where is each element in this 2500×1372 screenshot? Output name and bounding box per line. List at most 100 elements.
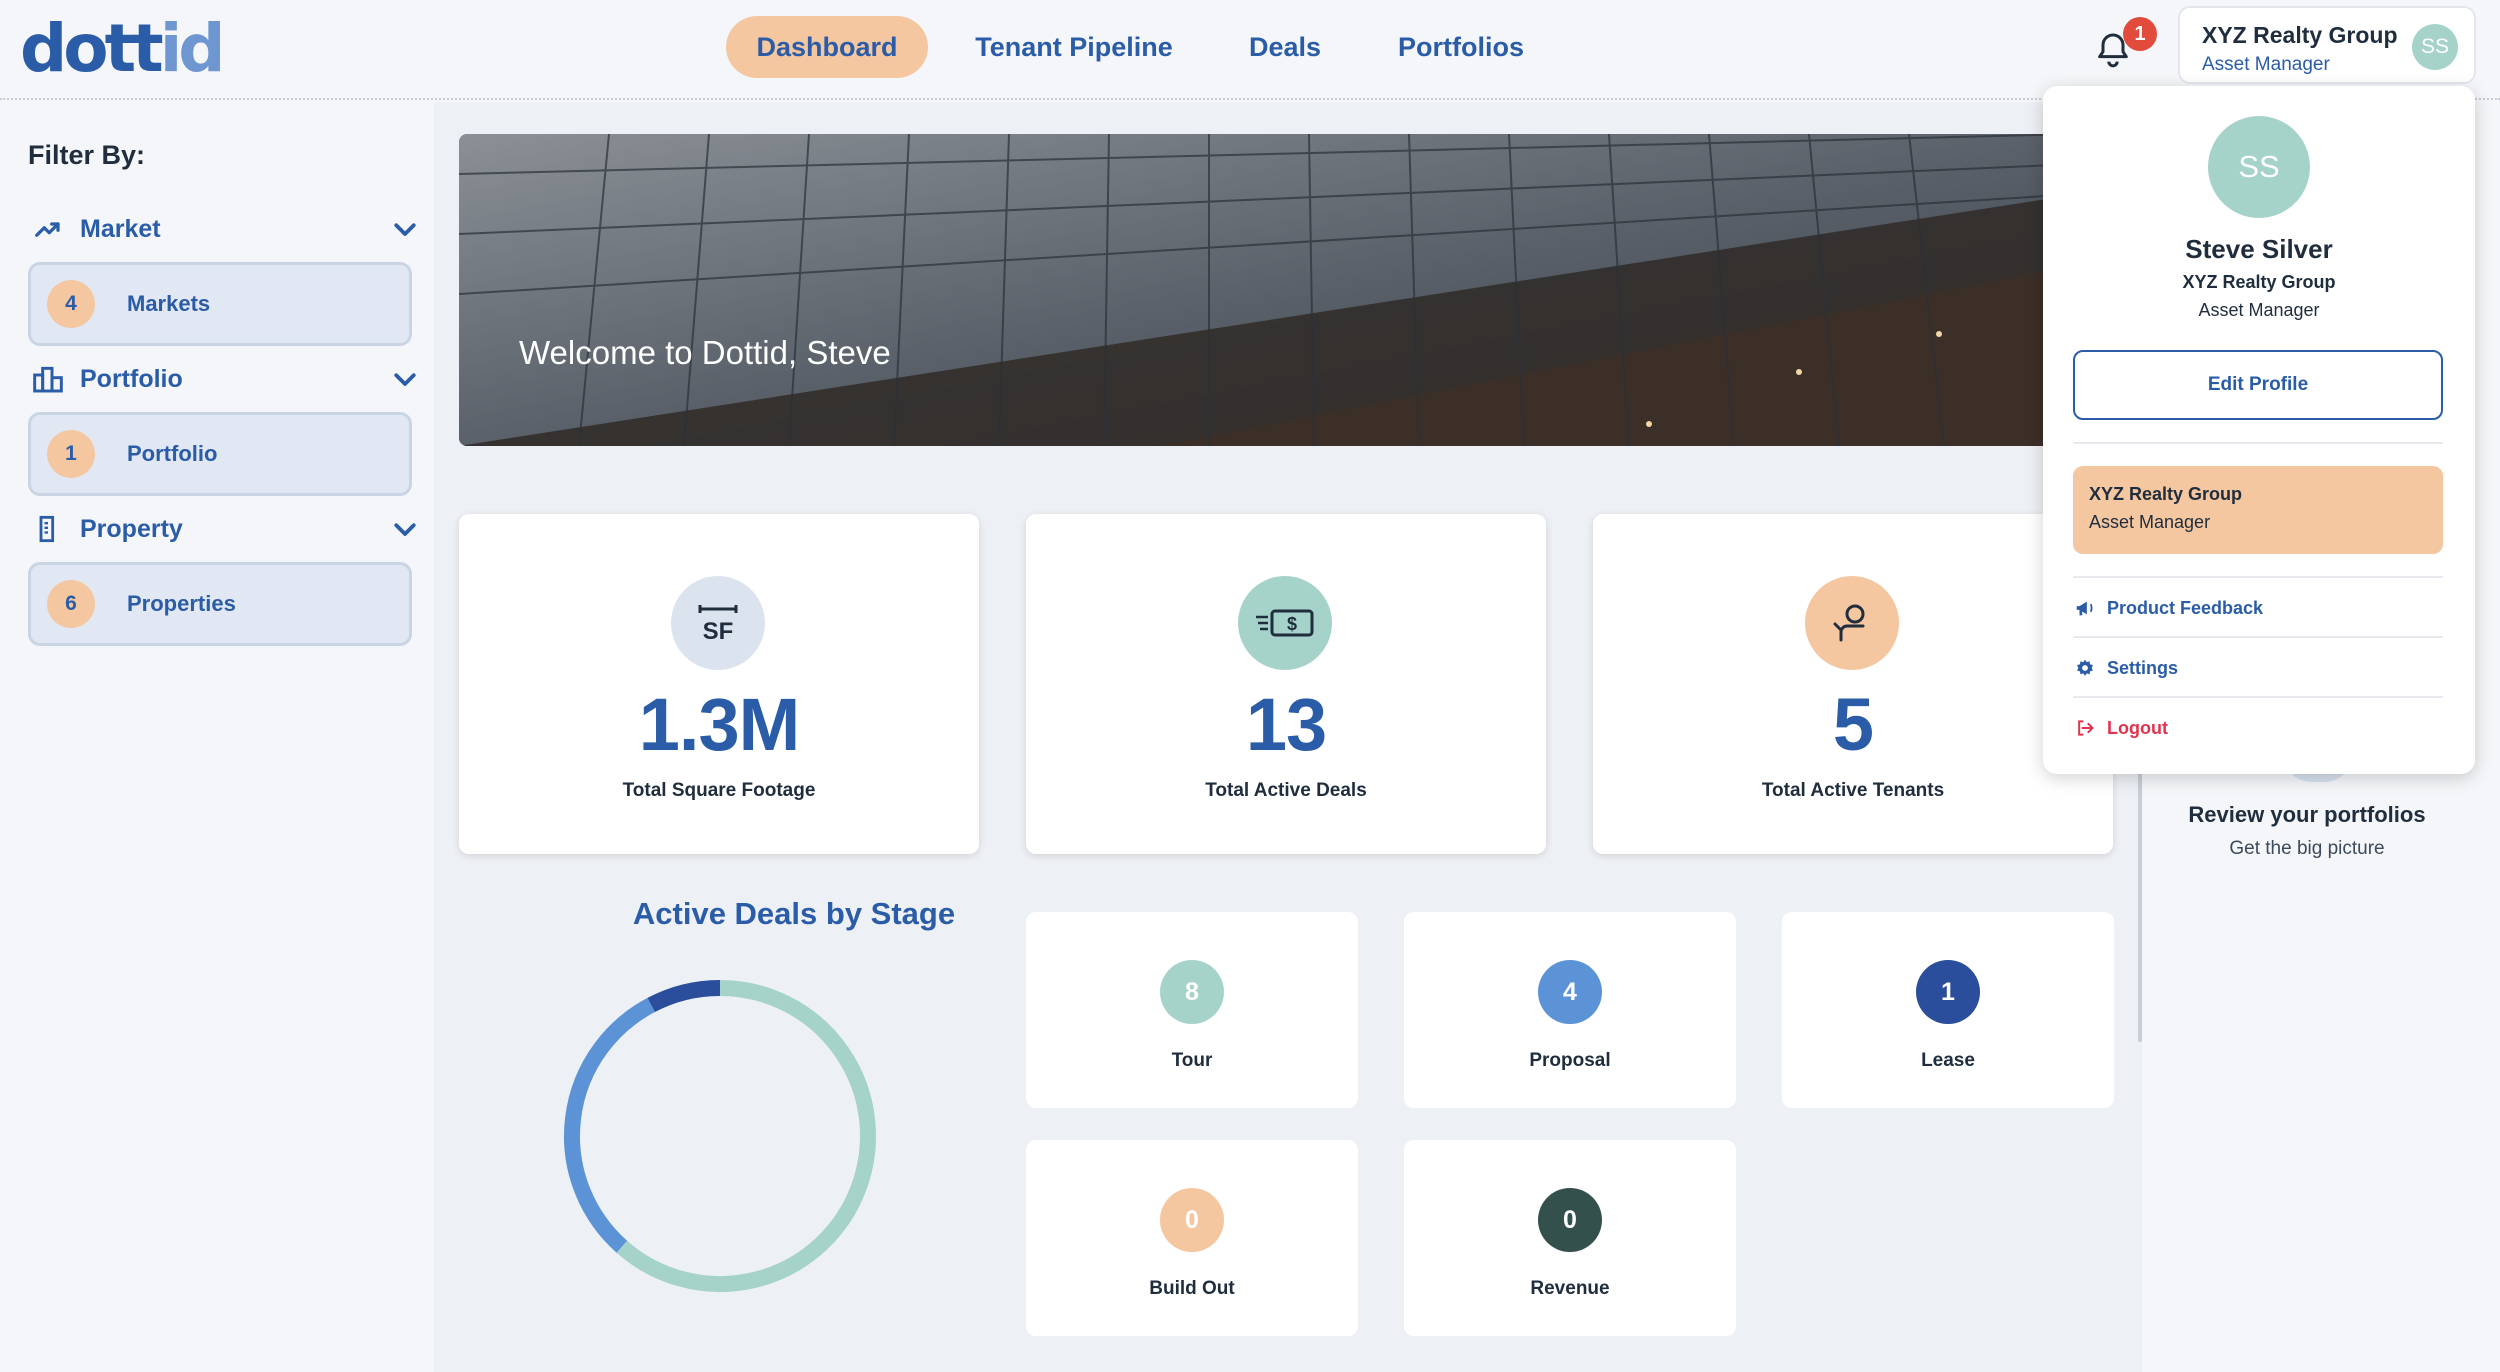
building-icon bbox=[30, 511, 66, 547]
profile-org: XYZ Realty Group bbox=[2182, 272, 2336, 292]
top-navbar: dottid Dashboard Tenant Pipeline Deals P… bbox=[0, 0, 2500, 100]
filter-portfolio-card[interactable]: 1 Portfolio bbox=[28, 412, 412, 496]
chevron-down-icon bbox=[394, 223, 416, 236]
stage-count: 0 bbox=[1160, 1188, 1224, 1252]
donut-slice-tour[interactable] bbox=[616, 980, 876, 1292]
notification-badge: 1 bbox=[2123, 17, 2157, 51]
stat-label: Total Active Deals bbox=[1205, 780, 1367, 801]
logo-text-accent: id bbox=[159, 10, 226, 87]
hero-banner: Welcome to Dottid, Steve bbox=[459, 134, 2079, 446]
welcome-message: Welcome to Dottid, Steve bbox=[519, 334, 891, 371]
stat-label: Total Active Tenants bbox=[1761, 780, 1945, 801]
tenant-icon bbox=[1805, 576, 1899, 670]
markets-count: 4 bbox=[47, 280, 95, 328]
deals-by-stage-title: Active Deals by Stage bbox=[632, 896, 956, 931]
avatar: SS bbox=[2412, 24, 2458, 70]
stat-value: 5 bbox=[1832, 683, 1874, 766]
stage-card-build-out[interactable]: 0 Build Out bbox=[1026, 1140, 1358, 1336]
menu-item-label: Logout bbox=[2107, 717, 2168, 738]
active-org-role: Asset Manager bbox=[2089, 512, 2211, 532]
active-org-card[interactable]: XYZ Realty Group Asset Manager bbox=[2073, 466, 2443, 554]
portfolio-label: Portfolio bbox=[127, 441, 218, 466]
filter-property-label: Property bbox=[80, 514, 183, 543]
money-icon: $ bbox=[1238, 576, 1332, 670]
stat-card-square-footage[interactable]: SF 1.3M Total Square Footage bbox=[459, 514, 979, 854]
profile-name: Steve Silver bbox=[2185, 234, 2333, 264]
stage-label: Tour bbox=[1171, 1050, 1213, 1071]
account-role: Asset Manager bbox=[2202, 54, 2330, 75]
filter-properties-card[interactable]: 6 Properties bbox=[28, 562, 412, 646]
nav-deals[interactable]: Deals bbox=[1248, 31, 1322, 62]
stage-count: 4 bbox=[1538, 960, 1602, 1024]
active-org-name: XYZ Realty Group bbox=[2089, 484, 2243, 504]
review-portfolios-title[interactable]: Review your portfolios bbox=[2188, 802, 2426, 827]
dashboard-main: Welcome to Dottid, Steve SF 1.3M Total S… bbox=[434, 102, 2142, 1372]
filter-sidebar: Filter By: Market 4 Markets Portfolio 1 … bbox=[0, 102, 434, 1372]
stage-count: 1 bbox=[1916, 960, 1980, 1024]
avatar: SS bbox=[2208, 116, 2310, 218]
megaphone-icon bbox=[2073, 596, 2097, 620]
deals-donut-chart bbox=[564, 980, 876, 1292]
edit-profile-button[interactable]: Edit Profile bbox=[2073, 350, 2443, 420]
donut-slice-proposal[interactable] bbox=[564, 997, 655, 1253]
profile-dropdown: SS Steve Silver XYZ Realty Group Asset M… bbox=[2043, 86, 2475, 774]
nav-tenant-pipeline[interactable]: Tenant Pipeline bbox=[975, 31, 1173, 62]
profile-role: Asset Manager bbox=[2198, 300, 2320, 320]
divider bbox=[2073, 576, 2443, 578]
stage-label: Build Out bbox=[1149, 1278, 1235, 1299]
chevron-down-icon bbox=[394, 373, 416, 386]
account-menu-button[interactable]: XYZ Realty Group Asset Manager SS bbox=[2178, 6, 2476, 84]
stage-card-lease[interactable]: 1 Lease bbox=[1782, 912, 2114, 1108]
bell-icon[interactable] bbox=[2093, 30, 2133, 70]
stage-card-proposal[interactable]: 4 Proposal bbox=[1404, 912, 1736, 1108]
menu-item-logout[interactable]: Logout bbox=[2073, 708, 2443, 748]
filter-portfolio-toggle[interactable]: Portfolio bbox=[30, 354, 420, 404]
gear-icon bbox=[2073, 656, 2097, 680]
logo-text: dott bbox=[20, 10, 164, 87]
chevron-down-icon bbox=[394, 523, 416, 536]
sf-icon: SF bbox=[671, 576, 765, 670]
filter-market-toggle[interactable]: Market bbox=[30, 204, 420, 254]
filter-market-label: Market bbox=[80, 214, 161, 243]
donut-slice-lease[interactable] bbox=[647, 980, 721, 1013]
stage-label: Lease bbox=[1921, 1050, 1975, 1071]
building-facade-image bbox=[459, 134, 2079, 446]
review-portfolios-subtitle: Get the big picture bbox=[2229, 838, 2385, 859]
buildings-icon bbox=[30, 361, 66, 397]
stat-label: Total Square Footage bbox=[622, 780, 816, 801]
properties-label: Properties bbox=[127, 591, 236, 616]
svg-text:SF: SF bbox=[703, 618, 734, 645]
stat-card-active-deals[interactable]: $ 13 Total Active Deals bbox=[1026, 514, 1546, 854]
portfolio-count: 1 bbox=[47, 430, 95, 478]
filter-property-toggle[interactable]: Property bbox=[30, 504, 420, 554]
menu-item-settings[interactable]: Settings bbox=[2073, 648, 2443, 688]
svg-text:$: $ bbox=[1287, 614, 1297, 634]
markets-label: Markets bbox=[127, 291, 211, 316]
stat-value: 13 bbox=[1245, 683, 1327, 766]
dottid-logo[interactable]: dottid bbox=[20, 14, 226, 84]
stage-count: 0 bbox=[1538, 1188, 1602, 1252]
main-scrollbar[interactable] bbox=[2138, 732, 2142, 1042]
menu-item-label: Settings bbox=[2107, 657, 2179, 678]
filter-markets-card[interactable]: 4 Markets bbox=[28, 262, 412, 346]
stage-card-revenue[interactable]: 0 Revenue bbox=[1404, 1140, 1736, 1336]
menu-item-label: Product Feedback bbox=[2107, 597, 2264, 618]
properties-count: 6 bbox=[47, 580, 95, 628]
divider bbox=[2073, 696, 2443, 698]
menu-item-product-feedback[interactable]: Product Feedback bbox=[2073, 588, 2443, 628]
filter-title: Filter By: bbox=[28, 140, 146, 170]
nav-portfolios[interactable]: Portfolios bbox=[1398, 31, 1524, 62]
divider bbox=[2073, 636, 2443, 638]
trend-icon bbox=[30, 211, 66, 247]
stage-count: 8 bbox=[1160, 960, 1224, 1024]
divider bbox=[2073, 442, 2443, 444]
nav-dashboard[interactable]: Dashboard bbox=[726, 16, 928, 78]
logout-icon bbox=[2073, 716, 2097, 740]
stage-label: Revenue bbox=[1530, 1278, 1610, 1299]
account-org: XYZ Realty Group bbox=[2202, 22, 2398, 48]
filter-portfolio-label: Portfolio bbox=[80, 364, 183, 393]
stat-card-active-tenants[interactable]: 5 Total Active Tenants bbox=[1593, 514, 2113, 854]
stat-value: 1.3M bbox=[638, 683, 801, 766]
stage-label: Proposal bbox=[1529, 1050, 1611, 1071]
stage-card-tour[interactable]: 8 Tour bbox=[1026, 912, 1358, 1108]
